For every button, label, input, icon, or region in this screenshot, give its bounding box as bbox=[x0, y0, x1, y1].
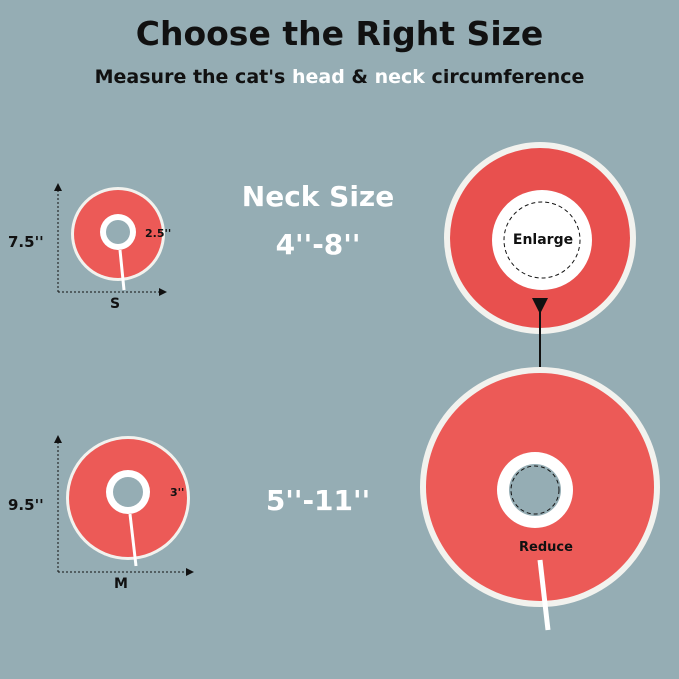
medium-height-label: 9.5'' bbox=[8, 496, 44, 514]
medium-inner-label: 3'' bbox=[170, 486, 185, 499]
large-collar-image bbox=[420, 367, 660, 631]
medium-collar-image bbox=[54, 435, 194, 576]
page-title: Choose the Right Size bbox=[135, 14, 544, 53]
subtitle-text: Measure the cat's bbox=[94, 66, 292, 88]
neck-size-heading: Neck Size bbox=[241, 180, 395, 213]
subtitle: Measure the cat's head & neck circumfere… bbox=[0, 66, 679, 88]
enlarge-label: Enlarge bbox=[512, 232, 574, 248]
reduce-label: Reduce bbox=[519, 540, 573, 555]
small-height-label: 7.5'' bbox=[8, 233, 44, 251]
small-neck-range: 4''-8'' bbox=[275, 228, 361, 261]
enlarge-detail-image bbox=[444, 142, 636, 334]
subtitle-neck: neck bbox=[374, 66, 425, 88]
small-inner-label: 2.5'' bbox=[145, 227, 172, 240]
subtitle-head: head bbox=[291, 66, 345, 88]
medium-neck-range: 5''-11'' bbox=[265, 484, 371, 517]
small-size-label: S bbox=[110, 296, 121, 312]
subtitle-amp: & bbox=[344, 66, 375, 88]
subtitle-post: circumference bbox=[424, 66, 585, 88]
medium-size-label: M bbox=[114, 576, 128, 592]
small-collar-image bbox=[54, 183, 167, 296]
